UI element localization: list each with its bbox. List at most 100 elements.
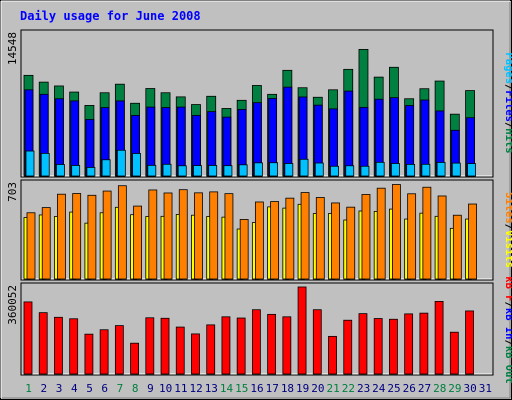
x-tick-19: 19 — [296, 382, 309, 395]
middle-bar-sites-day-13 — [209, 191, 219, 280]
top-bar-pages-day-8 — [132, 153, 141, 177]
bottom-bar-kbytes-day-27 — [419, 312, 429, 375]
top-bar-pages-day-11 — [177, 165, 187, 177]
x-tick-18: 18 — [281, 382, 294, 395]
x-tick-1: 1 — [25, 382, 32, 395]
top-bar-pages-day-14 — [223, 165, 233, 177]
x-tick-labels: 1 2 3 4 5 6 7 8 9 10 11 12 13 14 15 16 17 18 19 20 21 22 23 24 2… — [25, 382, 492, 395]
legend-part: Sites — [503, 192, 512, 224]
x-tick-23: 23 — [357, 382, 370, 395]
middle-bar-sites-day-23 — [361, 194, 371, 280]
top-bar-pages-day-4 — [71, 165, 81, 177]
legend-part: Pages — [503, 52, 512, 84]
middle-bar-sites-day-12 — [194, 192, 203, 280]
bottom-bar-kbytes-day-1 — [23, 301, 33, 375]
bottom-bar-kbytes-day-18 — [282, 316, 292, 375]
middle-max-label: 703 — [6, 182, 19, 202]
middle-bar-sites-day-19 — [300, 192, 310, 280]
x-tick-12: 12 — [189, 382, 202, 395]
top-bar-pages-day-3 — [56, 164, 65, 177]
top-bar-pages-day-12 — [193, 165, 202, 177]
middle-bar-sites-day-9 — [148, 189, 158, 280]
middle-bar-sites-day-5 — [87, 194, 97, 280]
middle-bar-sites-day-24 — [376, 187, 386, 280]
middle-bar-sites-day-16 — [254, 201, 264, 280]
bottom-bar-kbytes-day-25 — [389, 318, 398, 375]
middle-bar-sites-day-11 — [178, 189, 188, 280]
x-tick-24: 24 — [372, 382, 386, 395]
bottom-bar-kbytes-day-28 — [434, 301, 444, 375]
x-tick-9: 9 — [147, 382, 154, 395]
middle-bar-sites-day-22 — [346, 206, 356, 280]
top-bar-pages-day-18 — [284, 163, 294, 177]
right-legend-labels: Pages/Files/Hits Sites/Visits kB F/kB In/k… — [503, 52, 512, 383]
top-bar-pages-day-23 — [360, 165, 370, 177]
top-bar-pages-day-20 — [314, 162, 324, 177]
top-bar-pages-day-21 — [330, 165, 339, 177]
bottom-bar-kbytes-day-2 — [38, 312, 48, 375]
legend-part: Visits — [503, 230, 512, 268]
bottom-bar-kbytes-day-16 — [251, 309, 261, 375]
x-tick-6: 6 — [101, 382, 108, 395]
bottom-bar-kbytes-day-13 — [206, 324, 216, 375]
top-series-legend: Pages/Files/Hits — [503, 52, 512, 153]
top-bar-pages-day-7 — [116, 149, 126, 177]
x-tick-26: 26 — [403, 382, 416, 395]
chart-title: Daily usage for June 2008 — [20, 9, 201, 23]
top-bar-pages-day-9 — [147, 164, 157, 177]
x-tick-10: 10 — [159, 382, 172, 395]
x-tick-2: 2 — [41, 382, 48, 395]
top-bar-pages-day-6 — [101, 159, 111, 177]
legend-part: kB F — [503, 276, 512, 301]
middle-bar-sites-day-21 — [331, 202, 340, 280]
bottom-bar-kbytes-day-17 — [267, 313, 277, 375]
top-bar-files-day-22 — [344, 90, 354, 177]
middle-bar-sites-day-27 — [422, 186, 432, 280]
middle-bar-sites-day-14 — [224, 193, 234, 280]
middle-bar-sites-day-1 — [26, 212, 36, 280]
top-bar-pages-day-5 — [86, 167, 96, 177]
bottom-bar-kbytes-day-29 — [449, 331, 459, 375]
top-max-label: 14548 — [6, 32, 19, 65]
top-bar-pages-day-15 — [238, 164, 248, 177]
top-bar-pages-day-13 — [208, 165, 218, 177]
x-tick-3: 3 — [56, 382, 63, 395]
middle-bar-sites-day-29 — [452, 214, 462, 280]
bottom-bar-kbytes-day-20 — [312, 309, 322, 375]
x-tick-31: 31 — [479, 382, 492, 395]
middle-bar-sites-day-7 — [117, 185, 127, 280]
top-bar-pages-day-27 — [421, 163, 431, 177]
middle-bar-sites-day-30 — [468, 203, 477, 280]
bottom-bar-kbytes-day-11 — [175, 326, 185, 375]
top-bar-pages-day-19 — [299, 158, 309, 177]
bottom-bar-kbytes-day-10 — [160, 317, 170, 375]
bottom-bar-kbytes-day-24 — [373, 318, 383, 375]
bottom-bar-kbytes-day-6 — [99, 329, 109, 375]
bottom-bar-kbytes-day-15 — [236, 317, 246, 375]
bottom-series-legend: kB F/kB In/kB Out — [503, 276, 512, 384]
x-tick-15: 15 — [235, 382, 248, 395]
middle-bar-sites-day-26 — [407, 193, 417, 280]
legend-part: kB Out — [503, 346, 512, 384]
top-bar-pages-day-29 — [451, 162, 461, 177]
legend-part: Hits — [503, 128, 512, 153]
x-tick-8: 8 — [132, 382, 139, 395]
x-tick-14: 14 — [220, 382, 234, 395]
middle-bar-sites-day-2 — [41, 207, 51, 280]
middle-series-legend: Sites/Visits — [503, 192, 512, 268]
x-tick-20: 20 — [311, 382, 324, 395]
legend-part: / — [503, 224, 512, 230]
legend-part: kB In — [503, 308, 512, 340]
bottom-bar-kbytes-day-7 — [114, 325, 124, 375]
x-tick-7: 7 — [117, 382, 124, 395]
middle-bar-sites-day-10 — [163, 192, 173, 280]
middle-bar-sites-day-6 — [102, 190, 112, 280]
x-tick-4: 4 — [71, 382, 78, 395]
top-bar-pages-day-24 — [375, 161, 385, 177]
bottom-bar-kbytes-day-26 — [404, 313, 414, 375]
middle-bar-sites-day-25 — [392, 184, 401, 280]
top-bar-files-day-4 — [70, 100, 80, 177]
middle-bar-sites-day-15 — [239, 219, 249, 280]
